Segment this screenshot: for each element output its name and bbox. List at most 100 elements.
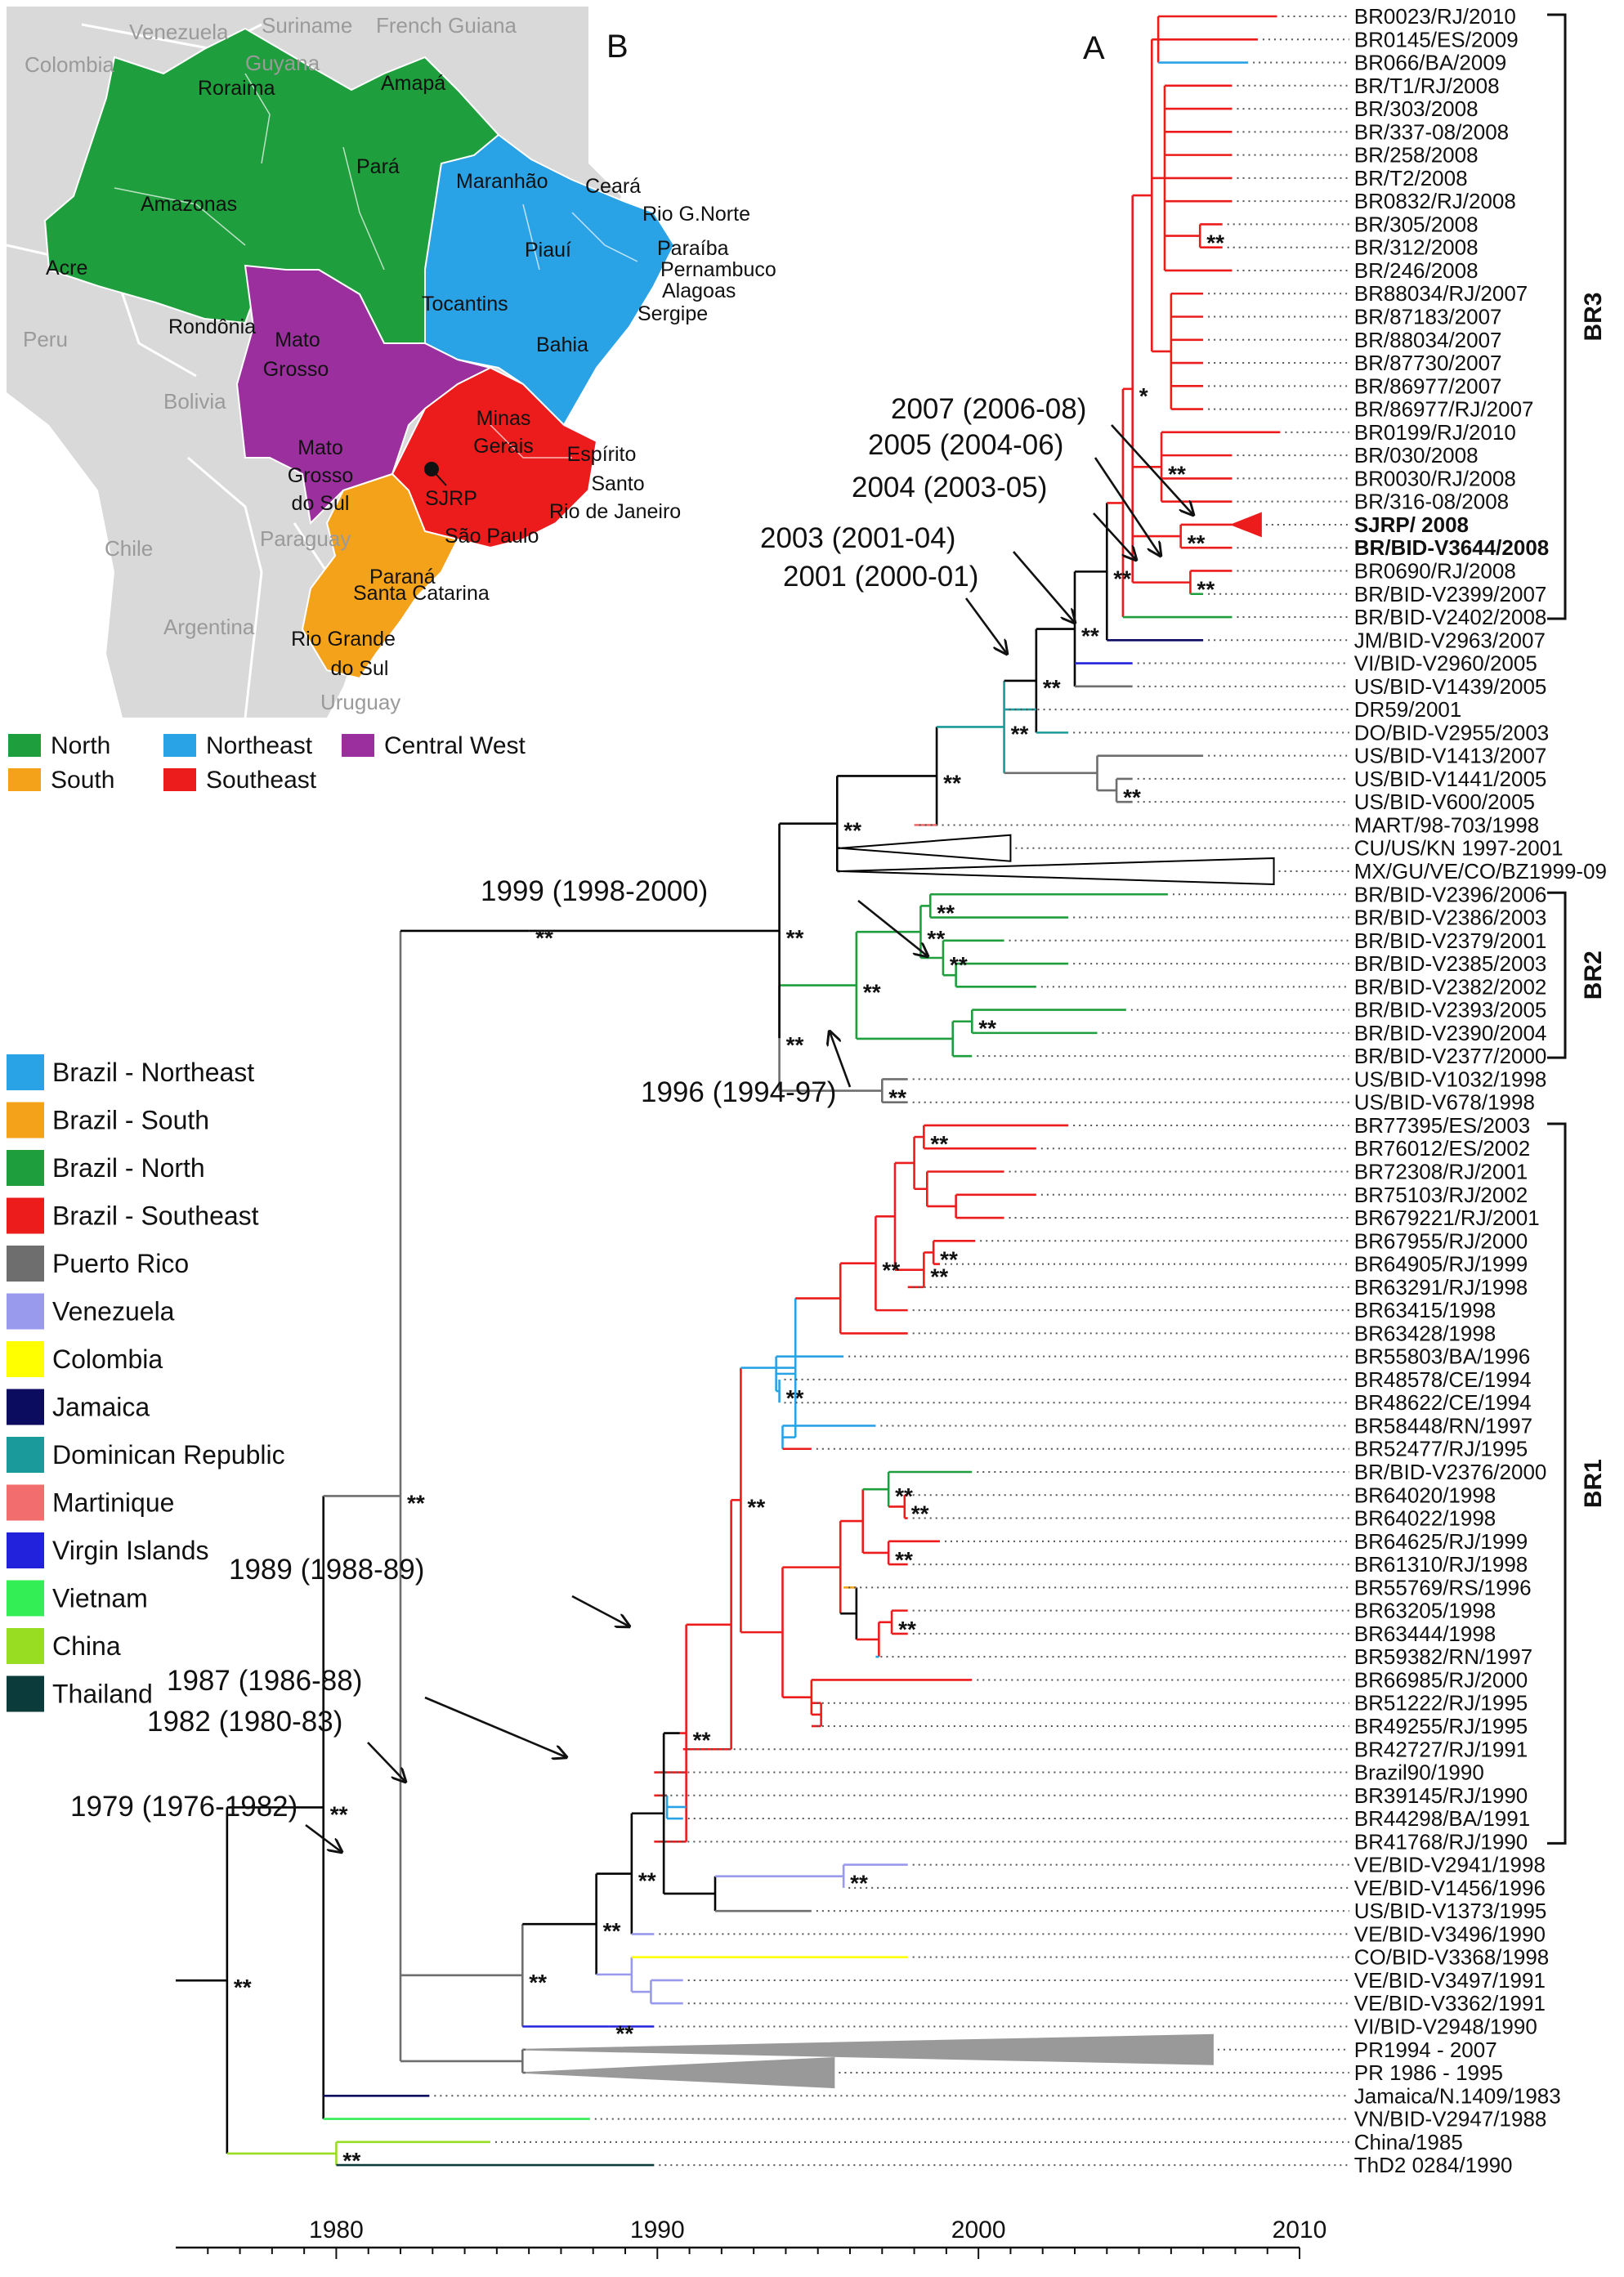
region-legend-label: South [51,767,114,794]
support-value: ** [943,770,961,795]
taxon-label: BR49255/RJ/1995 [1354,1714,1528,1738]
country-label-venezuela: Venezuela [129,20,229,44]
taxon-label: BR/86977/2007 [1354,374,1502,398]
taxon-label: BR52477/RJ/1995 [1354,1437,1528,1461]
taxon-label: BR63415/1998 [1354,1298,1496,1322]
collapsed-clade-wedge [840,834,1012,862]
state-label-minas-gerais: Minas Gerais [473,407,534,458]
axis-tick-label: 2010 [1273,2217,1327,2243]
taxon-label: BR75103/RJ/2002 [1354,1183,1528,1207]
country-label-suriname: Suriname [262,13,352,38]
support-value: ** [843,818,861,843]
country-legend-label: Brazil - Southeast [52,1201,259,1231]
state-label-sergipe: Sergipe [638,302,708,325]
support-value: ** [1113,566,1131,591]
support-value: ** [1123,785,1141,810]
taxon-label: BR64905/RJ/1999 [1354,1252,1528,1277]
country-legend-swatch [7,1054,44,1090]
country-legend-swatch [7,1675,44,1712]
country-legend-swatch [7,1484,44,1521]
taxon-label: BR66985/RJ/2000 [1354,1667,1528,1692]
state-border [244,73,271,164]
taxon-label: BR/030/2008 [1354,443,1479,467]
collapsed-clade-wedge [1229,512,1262,538]
taxon-label: BR76012/ES/2002 [1354,1136,1530,1161]
region-legend-swatch [342,734,374,757]
country-legend-label: Martinique [52,1488,174,1518]
taxon-label: China/1985 [1354,2130,1463,2154]
taxon-label: SJRP/ 2008 [1354,512,1469,537]
state-label-acre: Acre [46,257,87,280]
taxon-label: DO/BID-V2955/2003 [1354,720,1549,745]
country-label-chile: Chile [105,536,153,561]
taxon-label: PR 1986 - 1995 [1354,2060,1503,2085]
clade-bracket-br2 [1547,891,1567,1059]
taxon-label: BR64625/RJ/1999 [1354,1529,1528,1554]
city-label: SJRP [425,487,477,510]
country-legend: Brazil - Northeast Brazil - South Brazil -… [7,1054,285,1712]
state-label-mato-grosso: Mato Grosso [263,329,329,381]
country-legend-swatch [7,1341,44,1377]
taxon-label: BR48578/CE/1994 [1354,1367,1532,1392]
support-value: ** [407,1490,425,1515]
taxon-label: BR/BID-V2377/2000 [1354,1044,1547,1068]
node-date-label: 2007 (2006-08) [891,393,1086,425]
support-value: ** [638,1868,656,1894]
node-date-arrow [571,1595,629,1626]
taxon-label: BR/BID-V2386/2003 [1354,906,1547,930]
taxon-label: BR679221/RJ/2001 [1354,1206,1540,1230]
country-legend-label: Virgin Islands [52,1536,209,1565]
support-value: ** [882,1258,900,1283]
state-border [342,146,385,271]
taxon-label: BR61310/RJ/1998 [1354,1552,1528,1577]
node-date-annotations: 2007 (2006-08) 2005 (2004-06) 2004 (2003-0… [70,393,1193,1852]
taxon-label: Brazil90/1990 [1354,1760,1484,1785]
clade-brackets: BR3 BR2 BR1 [1547,13,1607,1845]
region-legend-label: Southeast [206,767,317,794]
brazil-regions [43,27,676,680]
support-value: ** [786,925,804,951]
taxon-label: VI/BID-V2948/1990 [1354,2014,1537,2038]
support-value: ** [1043,675,1061,700]
support-value: ** [1011,721,1029,746]
taxon-label: BR/T1/RJ/2008 [1354,74,1500,98]
country-label-french-guiana: French Guiana [376,13,517,38]
support-value: ** [895,1483,913,1509]
taxon-label: CO/BID-V3368/1998 [1354,1945,1549,1970]
state-label-rio-de-janeiro: Rio de Janeiro [549,500,681,523]
country-legend-label: Venezuela [52,1297,175,1326]
support-value: ** [950,952,968,977]
taxon-label: BR/BID-V3644/2008 [1354,535,1549,560]
taxon-label: US/BID-V1032/1998 [1354,1067,1547,1091]
state-label-mato-grosso-do-sul: Mato Grosso do Sul [288,436,354,515]
state-label-rondonia: Rondônia [168,315,256,338]
node-date-label: 1987 (1986-88) [167,1665,362,1697]
country-legend-label: Jamaica [52,1393,150,1422]
country-legend-swatch [7,1197,44,1234]
country-label-bolivia: Bolivia [163,389,226,414]
state-border [522,204,540,271]
taxon-label: BR44298/BA/1991 [1354,1806,1530,1831]
region-legend-swatch [8,768,41,791]
taxon-label: US/BID-V1373/1995 [1354,1899,1547,1923]
country-legend-label: Puerto Rico [52,1249,189,1278]
taxon-label: VI/BID-V2960/2005 [1354,651,1537,676]
support-value: ** [898,1617,916,1642]
taxon-label: JM/BID-V2963/2007 [1354,628,1546,652]
support-value: ** [330,1801,348,1827]
axis-tick-label: 1990 [630,2217,685,2243]
region-legend-swatch [163,768,196,791]
taxon-label: VE/BID-V3497/1991 [1354,1968,1546,1993]
country-legend-swatch [7,1532,44,1568]
taxon-label: BR/BID-V2390/2004 [1354,1021,1547,1045]
region-centralwest [235,264,493,526]
support-value: ** [940,1246,958,1272]
state-label-piaui: Piauí [525,239,571,262]
state-label-espirito-santo: Espírito Santo [567,443,645,495]
state-label-maranhao: Maranhão [456,170,548,193]
city-leader-line [431,468,447,486]
support-value: ** [895,1547,913,1572]
taxon-label: BR0199/RJ/2010 [1354,420,1516,445]
taxon-label: BR0690/RJ/2008 [1354,558,1516,583]
